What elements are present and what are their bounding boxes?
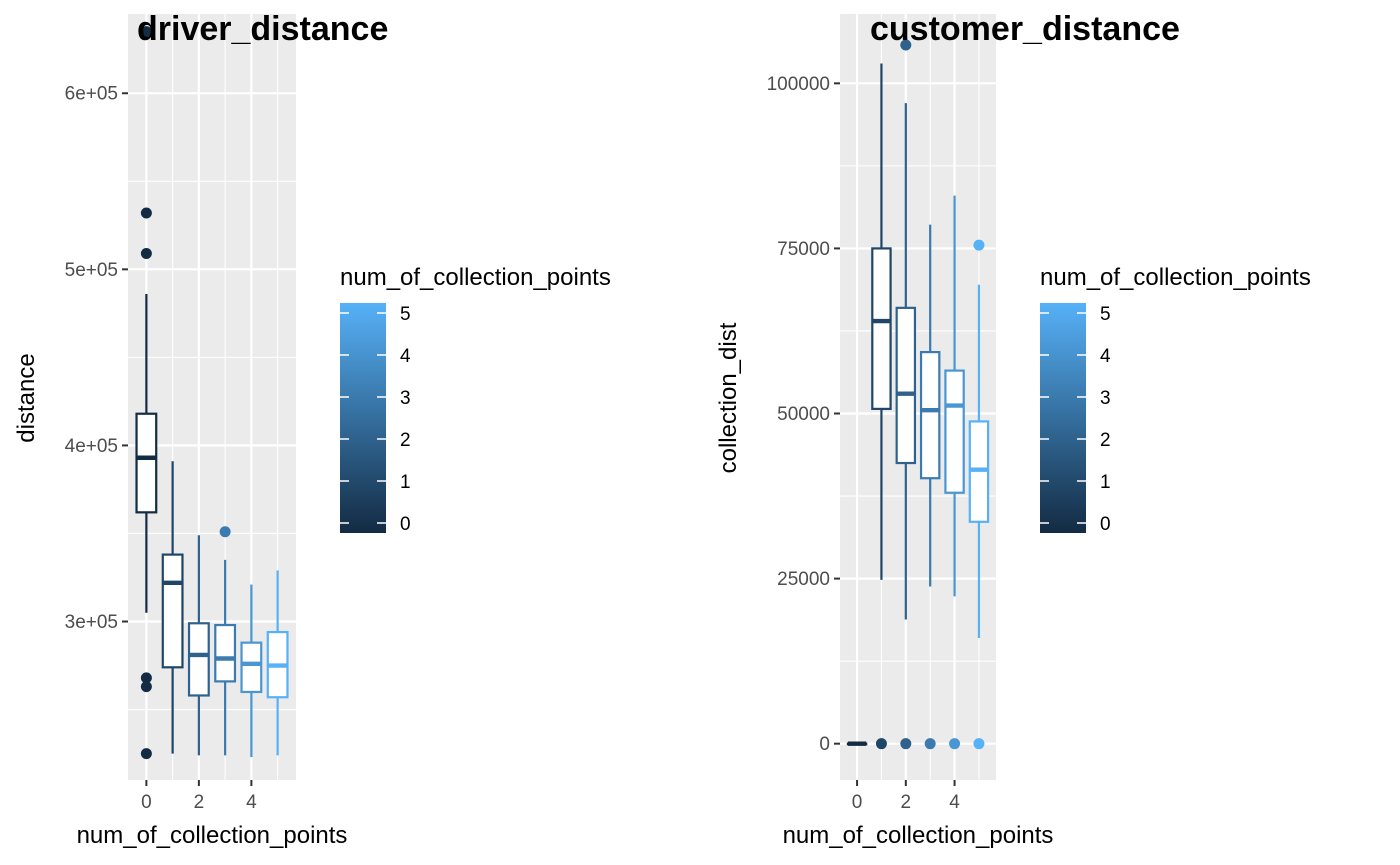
- customer-y-axis: 0 25000 50000 75000 100000: [767, 74, 840, 755]
- y-tick-label: 50000: [777, 404, 830, 425]
- outlier-point: [140, 26, 152, 38]
- y-tick-label: 100000: [767, 74, 830, 95]
- x-tick-label: 0: [852, 792, 863, 813]
- colorbar-label: 3: [400, 388, 411, 409]
- colorbar-label: 5: [400, 304, 411, 325]
- box-x3: [214, 526, 237, 756]
- box-x2: [187, 535, 210, 756]
- driver-chart-title: driver_distance: [137, 10, 388, 48]
- box-iqr: [871, 247, 892, 410]
- outlier-point: [900, 738, 912, 750]
- colorbar-label: 4: [400, 346, 411, 367]
- box-x4: [944, 195, 965, 750]
- driver-x-axis: 0 2 4: [141, 780, 257, 813]
- customer-x-axis-title: num_of_collection_points: [783, 822, 1054, 849]
- driver-y-axis-title: distance: [13, 353, 40, 442]
- customer-y-axis-title: collection_dist: [715, 322, 742, 473]
- outlier-point: [140, 207, 152, 219]
- driver-boxes: [135, 26, 289, 760]
- customer-colorbar-ticks: 5 4 3 2 1 0: [1040, 304, 1111, 535]
- box-iqr: [187, 622, 210, 697]
- outlier-point: [140, 681, 152, 693]
- customer-colorbar: [1040, 303, 1086, 533]
- x-tick-label: 4: [246, 792, 257, 813]
- driver-legend: num_of_collection_points 5 4 3 2 1 0: [340, 264, 611, 535]
- outlier-point: [973, 738, 985, 750]
- x-tick-label: 2: [901, 792, 912, 813]
- y-tick-label: 4e+05: [65, 436, 118, 457]
- customer-boxes: [846, 39, 990, 750]
- box-x1: [161, 461, 184, 754]
- colorbar-label: 1: [1100, 472, 1111, 493]
- box-x3: [919, 224, 941, 750]
- driver-y-axis: 3e+05 4e+05 5e+05 6e+05: [65, 84, 128, 633]
- outlier-point: [949, 738, 961, 750]
- box-x0: [846, 741, 868, 746]
- colorbar-label: 2: [1100, 430, 1111, 451]
- x-tick-label: 2: [194, 792, 205, 813]
- box-x0: [135, 26, 158, 760]
- outlier-point: [140, 748, 152, 760]
- customer-legend: num_of_collection_points 5 4 3 2 1 0: [1040, 264, 1311, 535]
- x-tick-label: 4: [949, 792, 960, 813]
- y-tick-label: 3e+05: [65, 612, 118, 633]
- outlier-point: [140, 672, 152, 684]
- outlier-point: [924, 738, 936, 750]
- colorbar-label: 5: [1100, 304, 1111, 325]
- driver-distance-chart: 3e+05 4e+05 5e+05 6e+05 0 2 4 driver_distance…: [13, 10, 611, 849]
- colorbar-label: 4: [1100, 346, 1111, 367]
- outlier-point: [973, 239, 985, 251]
- box-x5: [968, 239, 990, 750]
- outlier-point: [140, 247, 152, 259]
- box-iqr: [135, 412, 158, 514]
- colorbar-label: 0: [1100, 514, 1111, 535]
- driver-legend-title: num_of_collection_points: [340, 264, 611, 291]
- box-iqr: [919, 350, 941, 480]
- box-x5: [266, 570, 289, 756]
- colorbar-label: 0: [400, 514, 411, 535]
- y-tick-label: 0: [819, 734, 830, 755]
- colorbar-label: 2: [400, 430, 411, 451]
- driver-colorbar-ticks: 5 4 3 2 1 0: [340, 304, 411, 535]
- box-x2: [895, 39, 917, 750]
- colorbar-label: 3: [1100, 388, 1111, 409]
- y-tick-label: 6e+05: [65, 84, 118, 105]
- box-iqr: [240, 641, 263, 694]
- box-x4: [240, 584, 263, 758]
- outlier-point: [219, 526, 231, 538]
- y-tick-label: 5e+05: [65, 260, 118, 281]
- customer-x-axis: 0 2 4: [852, 780, 960, 813]
- outlier-point: [875, 738, 887, 750]
- outlier-point: [900, 39, 912, 51]
- customer-plot-panel: [840, 14, 996, 780]
- box-iqr: [944, 369, 965, 494]
- box-iqr: [214, 623, 237, 683]
- box-iqr: [161, 553, 184, 669]
- box-iqr: [895, 306, 917, 465]
- customer-distance-chart: 0 25000 50000 75000 100000 0 2 4 customer_dist…: [715, 10, 1311, 849]
- customer-legend-title: num_of_collection_points: [1040, 264, 1311, 291]
- y-tick-label: 75000: [777, 239, 830, 260]
- colorbar-label: 1: [400, 472, 411, 493]
- box-x1: [871, 63, 892, 750]
- x-tick-label: 0: [141, 792, 152, 813]
- y-tick-label: 25000: [777, 569, 830, 590]
- driver-x-axis-title: num_of_collection_points: [77, 822, 348, 849]
- customer-chart-title: customer_distance: [870, 10, 1180, 48]
- driver-colorbar: [340, 303, 386, 533]
